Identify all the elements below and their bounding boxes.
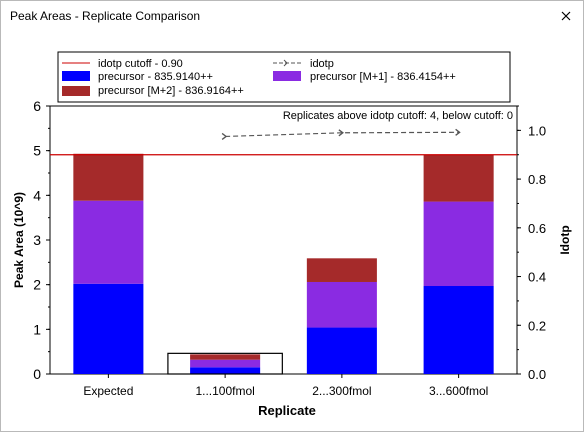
idotp-point xyxy=(455,128,461,136)
bar-m2 xyxy=(73,153,144,201)
legend-m1-label: precursor [M+1] - 836.4154++ xyxy=(310,71,456,83)
bar-m2 xyxy=(423,154,494,202)
y2-tick-label: 0.0 xyxy=(528,367,546,382)
y-axis-title: Peak Area (10^9) xyxy=(12,192,26,288)
close-button[interactable] xyxy=(549,1,583,31)
legend-idotp-marker xyxy=(283,59,288,67)
y-tick-label: 3 xyxy=(33,232,41,248)
bar-precursor xyxy=(190,367,261,374)
legend-idotp-label: idotp xyxy=(310,58,334,70)
y2-tick-label: 0.4 xyxy=(528,270,546,285)
window-title: Peak Areas - Replicate Comparison xyxy=(10,9,201,23)
y2-tick-label: 0.2 xyxy=(528,318,546,333)
legend-m1-swatch xyxy=(273,71,301,81)
cutoff-annotation: Replicates above idotp cutoff: 4, below … xyxy=(283,110,513,122)
y2-tick-label: 0.6 xyxy=(528,221,546,236)
legend: idotp cutoff - 0.90 idotp precursor - 83… xyxy=(57,51,511,103)
y2-axis-title: Idotp xyxy=(558,225,572,254)
bar-m2 xyxy=(190,354,261,360)
bar-precursor xyxy=(306,327,377,374)
x-tick-label: 3...600fmol xyxy=(429,384,488,398)
legend-precursor-label: precursor - 835.9140++ xyxy=(98,71,213,83)
bar-m1 xyxy=(73,200,144,284)
idotp-point xyxy=(338,129,344,137)
idotp-point xyxy=(221,132,228,140)
legend-precursor-swatch xyxy=(62,71,90,81)
peak-area-chart[interactable]: idotp cutoff - 0.90 idotp precursor - 83… xyxy=(1,31,583,431)
y-tick-label: 5 xyxy=(33,143,41,159)
y2-tick-label: 0.8 xyxy=(528,172,546,187)
bar-precursor xyxy=(73,283,144,374)
y-tick-label: 0 xyxy=(33,366,41,382)
legend-cutoff-label: idotp cutoff - 0.90 xyxy=(98,58,183,70)
bar-m2 xyxy=(306,258,377,282)
close-icon xyxy=(561,11,571,21)
x-axis-title: Replicate xyxy=(258,403,316,418)
x-tick-label: Expected xyxy=(83,384,133,398)
y-tick-label: 2 xyxy=(33,277,41,293)
y-tick-label: 6 xyxy=(33,98,41,114)
x-tick-label: 2...300fmol xyxy=(312,384,371,398)
x-tick-label: 1...100fmol xyxy=(195,384,254,398)
bar-precursor xyxy=(423,286,494,374)
legend-m2-swatch xyxy=(62,86,90,96)
bar-m1 xyxy=(306,281,377,328)
title-bar: Peak Areas - Replicate Comparison xyxy=(1,1,583,31)
y-tick-label: 1 xyxy=(33,321,41,337)
y-tick-label: 4 xyxy=(33,187,41,203)
bar-m1 xyxy=(423,201,494,287)
y2-tick-label: 1.0 xyxy=(528,123,546,138)
legend-m2-label: precursor [M+2] - 836.9164++ xyxy=(98,85,244,97)
chart-area: idotp cutoff - 0.90 idotp precursor - 83… xyxy=(1,31,583,431)
selected-replicate-box xyxy=(167,352,283,375)
bar-m1 xyxy=(190,359,261,368)
